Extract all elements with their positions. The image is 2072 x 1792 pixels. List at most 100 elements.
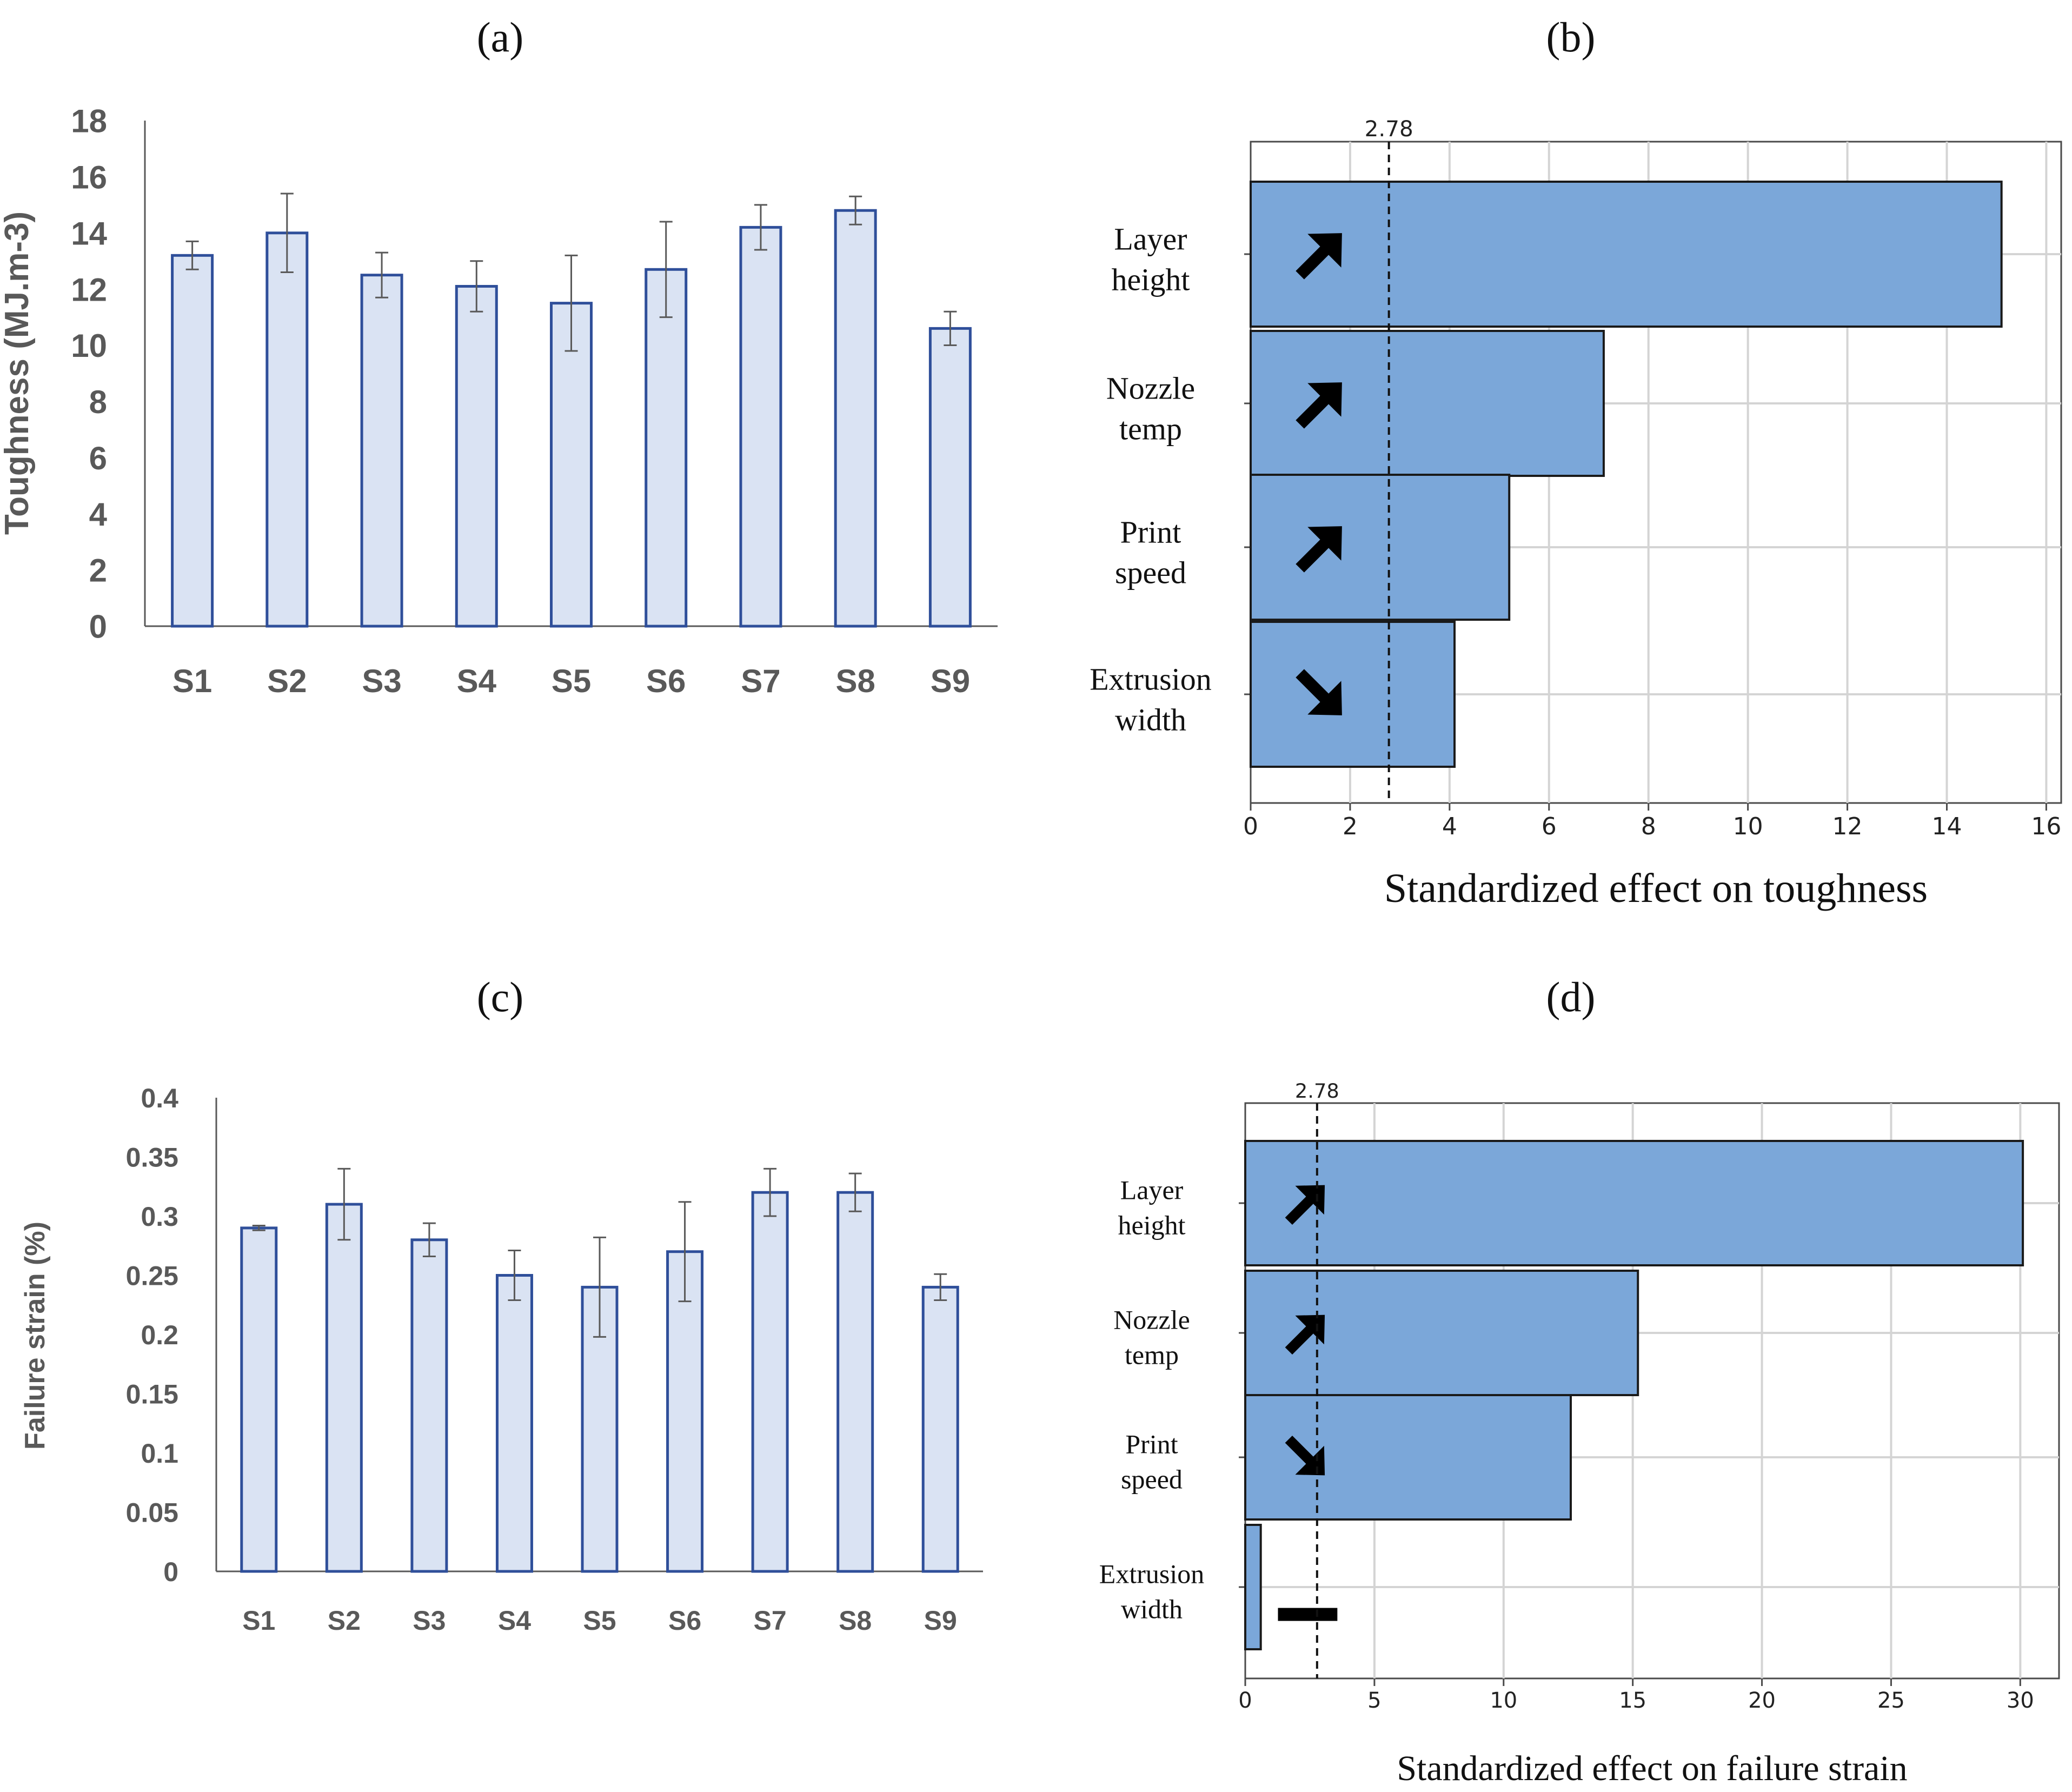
arrow-up-right-icon [1285, 1315, 1325, 1355]
y-category-label-line: width [1115, 702, 1186, 738]
x-tick-label: S1 [172, 663, 212, 699]
bar-s8 [834, 209, 877, 628]
reference-line-label: 2.78 [1295, 1079, 1339, 1103]
bar-s2 [325, 1203, 363, 1573]
y-tick-label: 0 [89, 609, 107, 645]
error-bar-s3 [422, 1222, 436, 1257]
bar-print-speed [1244, 1394, 1572, 1521]
y-tick-label: 0.1 [141, 1438, 178, 1469]
y-category-label: Extrusion width [1090, 661, 1212, 737]
y-category-label-line: Layer [1114, 221, 1187, 256]
x-tick-label: 30 [2007, 1688, 2034, 1713]
error-bar-s1 [252, 1225, 265, 1231]
error-bar-s5 [565, 254, 578, 352]
x-tick-label: S8 [839, 1605, 872, 1636]
x-tick-label: 0 [1238, 1688, 1252, 1713]
y-category-label: Extrusion width [1099, 1559, 1204, 1624]
arrow-down-right-icon [1296, 669, 1342, 715]
y-tick-label: 2 [89, 553, 107, 589]
x-tick-label: S4 [498, 1605, 531, 1636]
y-tick-label: 18 [71, 103, 107, 140]
x-tick-label: 10 [1733, 813, 1763, 840]
y-category-label: Print speed [1115, 514, 1186, 590]
y-category-label-line: temp [1125, 1340, 1179, 1370]
bar-s3 [360, 274, 403, 628]
error-bar-s8 [849, 195, 862, 225]
x-tick-label: 2 [1343, 813, 1358, 840]
x-tick-label: 5 [1367, 1688, 1381, 1713]
x-tick-label: S5 [552, 663, 591, 699]
y-category-label-line: speed [1121, 1464, 1183, 1495]
x-tick-label: S9 [924, 1605, 957, 1636]
error-bar-s4 [508, 1250, 521, 1301]
panel-label: (c) [477, 973, 524, 1020]
arrow-up-right-icon [1296, 526, 1342, 573]
x-tick-label: 16 [2031, 813, 2061, 840]
bar-nozzle-temp [1250, 330, 1605, 477]
bar-extrusion-width [1244, 1524, 1262, 1650]
y-tick-label: 4 [89, 496, 108, 533]
x-tick-label: 0 [1243, 813, 1258, 840]
x-tick-label: S8 [835, 663, 875, 699]
y-tick-label: 0.05 [126, 1498, 178, 1528]
x-tick-label: 6 [1542, 813, 1557, 840]
bar-s3 [410, 1238, 448, 1573]
x-tick-label: 12 [1832, 813, 1863, 840]
y-category-label-line: Nozzle [1106, 370, 1195, 406]
bar-s5 [550, 302, 593, 628]
bar-s6 [645, 268, 688, 628]
y-category-label: Nozzle temp [1106, 370, 1195, 446]
y-tick-label: 10 [71, 328, 107, 364]
arrow-up-right-icon [1296, 382, 1342, 429]
y-tick-label: 0.25 [126, 1261, 178, 1291]
x-tick-label: S2 [267, 663, 307, 699]
error-bar-s9 [934, 1273, 947, 1301]
x-tick-label: S9 [931, 663, 970, 699]
y-tick-label: 0 [163, 1557, 178, 1587]
y-category-label: Print speed [1121, 1429, 1183, 1495]
bar-s9 [928, 327, 972, 628]
x-tick-label: S4 [457, 663, 497, 699]
arrow-up-right-icon [1296, 233, 1342, 280]
x-tick-label: S7 [754, 1605, 787, 1636]
y-category-label-line: Layer [1120, 1175, 1184, 1205]
arrow-down-right-icon [1285, 1435, 1325, 1476]
no-effect-icon [1278, 1608, 1338, 1621]
bar-s7 [739, 225, 782, 628]
y-category-label-line: Extrusion [1099, 1559, 1204, 1589]
y-tick-label: 8 [89, 384, 107, 420]
x-tick-label: 4 [1442, 813, 1457, 840]
bar-print-speed [1250, 474, 1511, 621]
y-tick-label: 0.2 [141, 1320, 178, 1350]
y-category-label-line: temp [1119, 412, 1182, 447]
y-tick-label: 14 [71, 215, 107, 251]
chart-d: (d) 0 5 10 15 20 25 30 Layer height Nozzle temp Prin… [1099, 973, 2060, 1788]
chart-a: (a) 0 2 4 6 8 10 12 14 16 18 Toughness (MJ.m-3) S1 S2… [0, 14, 998, 699]
x-tick-label: S3 [362, 663, 401, 699]
x-tick-label: S3 [413, 1605, 446, 1636]
bar-s8 [836, 1191, 874, 1573]
y-category-label-line: Print [1120, 514, 1181, 549]
error-bar-s6 [659, 221, 673, 318]
y-category-label-line: height [1112, 262, 1190, 297]
x-tick-label: S1 [242, 1605, 275, 1636]
error-bar-s8 [848, 1172, 862, 1212]
y-axis-label: Toughness (MJ.m-3) [0, 211, 36, 535]
bar-layer-height [1244, 1140, 2024, 1266]
x-tick-label: S5 [583, 1605, 616, 1636]
y-tick-label: 0.3 [141, 1202, 178, 1232]
x-tick-label: 8 [1641, 813, 1656, 840]
x-tick-label: 15 [1619, 1688, 1646, 1713]
panel-label: (a) [477, 14, 524, 61]
x-axis-label: Standardized effect on failure strain [1397, 1749, 1907, 1788]
panel-label: (d) [1546, 973, 1596, 1020]
error-bar-s7 [754, 204, 767, 251]
x-tick-label: 20 [1748, 1688, 1776, 1713]
y-tick-label: 0.35 [126, 1143, 178, 1173]
x-tick-label: S6 [646, 663, 686, 699]
error-bar-s2 [280, 193, 294, 273]
chart-c: (c) 0 0.05 0.1 0.15 0.2 0.25 0.3 0.35 0.4 Failure … [19, 973, 983, 1636]
x-tick-label: 14 [1931, 813, 1962, 840]
chart-b: (b) 0 2 4 6 8 10 12 14 16 Layer height Nozzle temp Pri… [1090, 14, 2062, 911]
